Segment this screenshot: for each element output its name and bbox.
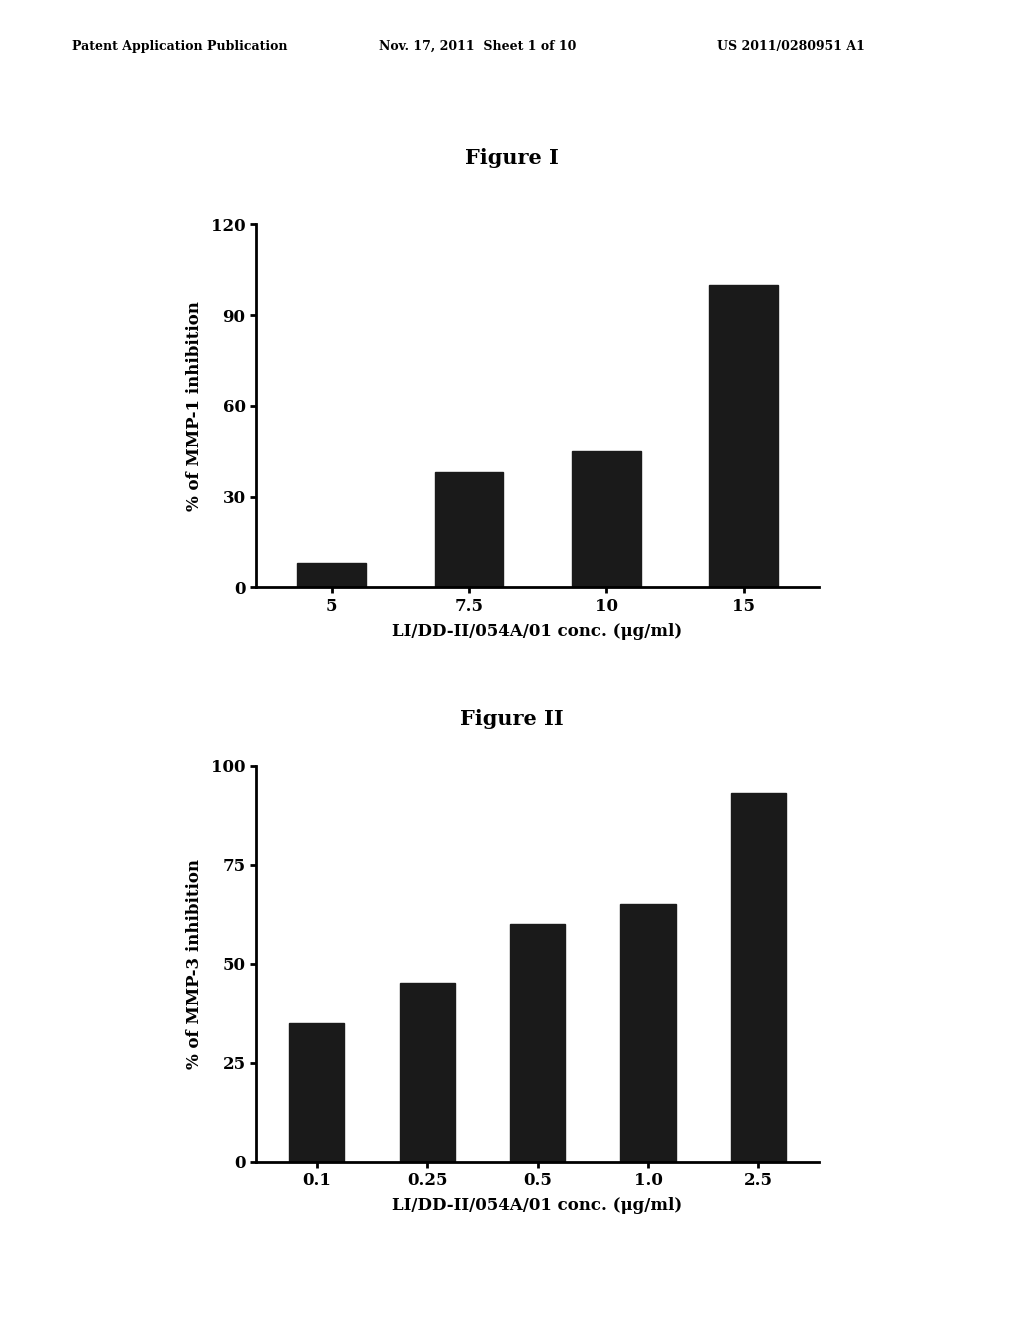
Y-axis label: % of MMP-3 inhibition: % of MMP-3 inhibition — [185, 858, 203, 1069]
Bar — [510, 924, 565, 1162]
Bar — [621, 904, 676, 1162]
X-axis label: LI/DD-II/054A/01 conc. (μg/ml): LI/DD-II/054A/01 conc. (μg/ml) — [392, 1197, 683, 1214]
Bar — [572, 451, 641, 587]
Text: Figure I: Figure I — [465, 148, 559, 169]
X-axis label: LI/DD-II/054A/01 conc. (μg/ml): LI/DD-II/054A/01 conc. (μg/ml) — [392, 623, 683, 640]
Y-axis label: % of MMP-1 inhibition: % of MMP-1 inhibition — [185, 301, 203, 511]
Bar — [434, 473, 503, 587]
Text: Patent Application Publication: Patent Application Publication — [72, 40, 287, 53]
Text: Nov. 17, 2011  Sheet 1 of 10: Nov. 17, 2011 Sheet 1 of 10 — [379, 40, 577, 53]
Bar — [289, 1023, 344, 1162]
Bar — [731, 793, 786, 1162]
Bar — [297, 564, 366, 587]
Text: Figure II: Figure II — [460, 709, 564, 730]
Bar — [399, 983, 455, 1162]
Text: US 2011/0280951 A1: US 2011/0280951 A1 — [717, 40, 864, 53]
Bar — [710, 285, 778, 587]
